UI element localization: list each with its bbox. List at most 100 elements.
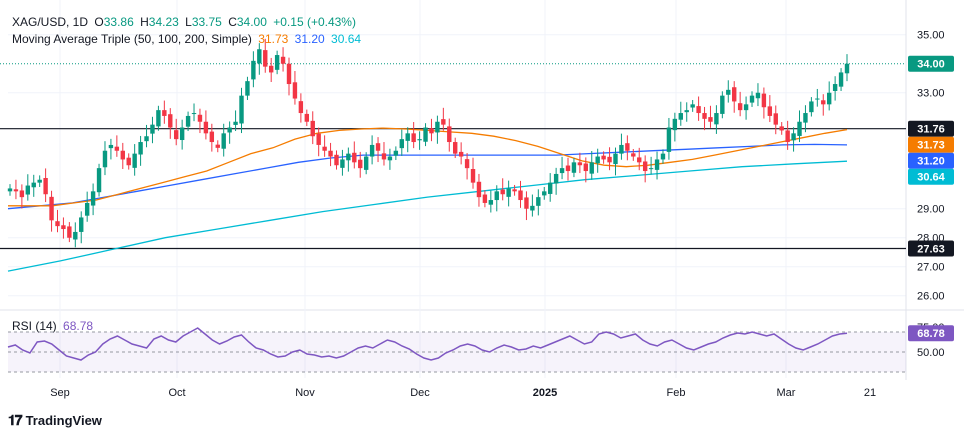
candle-body: [25, 185, 31, 195]
candle-body: [280, 56, 286, 64]
tradingview-logo[interactable]: 𝟏𝟕 TradingView: [8, 412, 102, 429]
candle: [84, 191, 90, 222]
ma100-line: [7, 143, 848, 210]
candles: [7, 38, 850, 248]
candle-body: [809, 101, 814, 113]
candle-body: [512, 189, 517, 192]
candle-body: [268, 65, 274, 73]
price-tick-label: 27.00: [917, 262, 945, 274]
candle: [221, 123, 226, 157]
candle: [458, 142, 464, 165]
candle-body: [405, 133, 410, 141]
candle: [654, 151, 660, 180]
candle-body: [559, 168, 565, 174]
candle: [316, 127, 321, 157]
candle-body: [500, 189, 505, 195]
candle: [423, 123, 428, 147]
rsi-tick-label: 50.00: [917, 347, 945, 359]
candle: [607, 147, 612, 171]
time-tick-label: Feb: [667, 387, 686, 399]
price-tick-label: 33.00: [917, 88, 945, 100]
candle: [55, 209, 60, 233]
candle-body: [524, 197, 529, 209]
candle: [435, 115, 440, 144]
candle: [233, 110, 238, 132]
candle-body: [625, 143, 630, 151]
price-badge-text: 30.64: [917, 172, 945, 184]
candle-body: [263, 50, 268, 67]
candle-body: [429, 128, 434, 134]
candle: [280, 47, 286, 72]
candle-body: [298, 101, 304, 114]
candle-body: [684, 110, 689, 113]
change-value: +0.15 (+0.43%): [273, 15, 356, 29]
candle-body: [316, 133, 321, 145]
candle-body: [399, 139, 404, 149]
candle-body: [613, 153, 618, 165]
candle: [251, 51, 256, 88]
candle: [322, 135, 327, 157]
candle-body: [470, 169, 476, 183]
candle-body: [138, 142, 143, 155]
candle: [150, 116, 155, 144]
candle: [809, 97, 814, 117]
candle: [755, 83, 761, 107]
price-badge: 30.64: [908, 168, 954, 185]
candle: [690, 99, 695, 112]
price-tick-label: 35.00: [917, 30, 945, 42]
price-badge-bg: [908, 240, 954, 257]
candle-body: [441, 119, 446, 125]
candle-body: [779, 126, 784, 131]
candle: [245, 76, 250, 100]
candle: [547, 173, 553, 202]
candle: [37, 175, 42, 187]
candle: [488, 190, 494, 213]
time-tick-label: Nov: [295, 387, 315, 399]
candle: [405, 127, 410, 153]
candle-body: [589, 162, 594, 174]
grid: [0, 0, 964, 380]
candle-body: [286, 63, 292, 85]
candle: [274, 50, 280, 75]
candle-body: [369, 144, 375, 157]
price-badge-bg: [908, 168, 954, 185]
candle: [298, 93, 304, 123]
candle-body: [702, 113, 707, 119]
candle-body: [476, 181, 482, 198]
moving-averages: [7, 127, 848, 272]
candle: [429, 118, 434, 142]
candle: [25, 174, 31, 201]
candle: [453, 137, 458, 158]
candle-body: [583, 163, 589, 172]
candle-body: [31, 182, 36, 188]
candle-body: [660, 153, 666, 160]
candle-body: [322, 146, 327, 151]
candle-body: [79, 217, 84, 232]
candle: [821, 94, 826, 116]
candle: [832, 76, 838, 101]
candle-body: [642, 161, 648, 172]
close-value: 34.00: [236, 15, 267, 29]
candle-body: [488, 200, 494, 205]
candle: [803, 105, 808, 133]
candle-body: [304, 113, 310, 122]
candle: [542, 186, 547, 200]
candle: [346, 147, 351, 172]
candle: [666, 117, 672, 160]
tradingview-logo-icon: 𝟏𝟕: [8, 412, 23, 428]
candle: [536, 189, 541, 216]
candle-body: [108, 144, 114, 149]
candle: [815, 88, 820, 107]
candle: [185, 111, 191, 132]
price-tick-label: 26.00: [917, 291, 945, 303]
candle: [506, 180, 511, 207]
open-value: 33.86: [103, 15, 134, 29]
candle: [203, 110, 209, 140]
candle-body: [547, 182, 553, 194]
ma-legend: Moving Average Triple (50, 100, 200, Sim…: [12, 32, 364, 47]
candle-body: [227, 127, 232, 133]
candle: [589, 151, 594, 180]
candle-body: [726, 89, 731, 95]
candle-body: [221, 133, 226, 149]
